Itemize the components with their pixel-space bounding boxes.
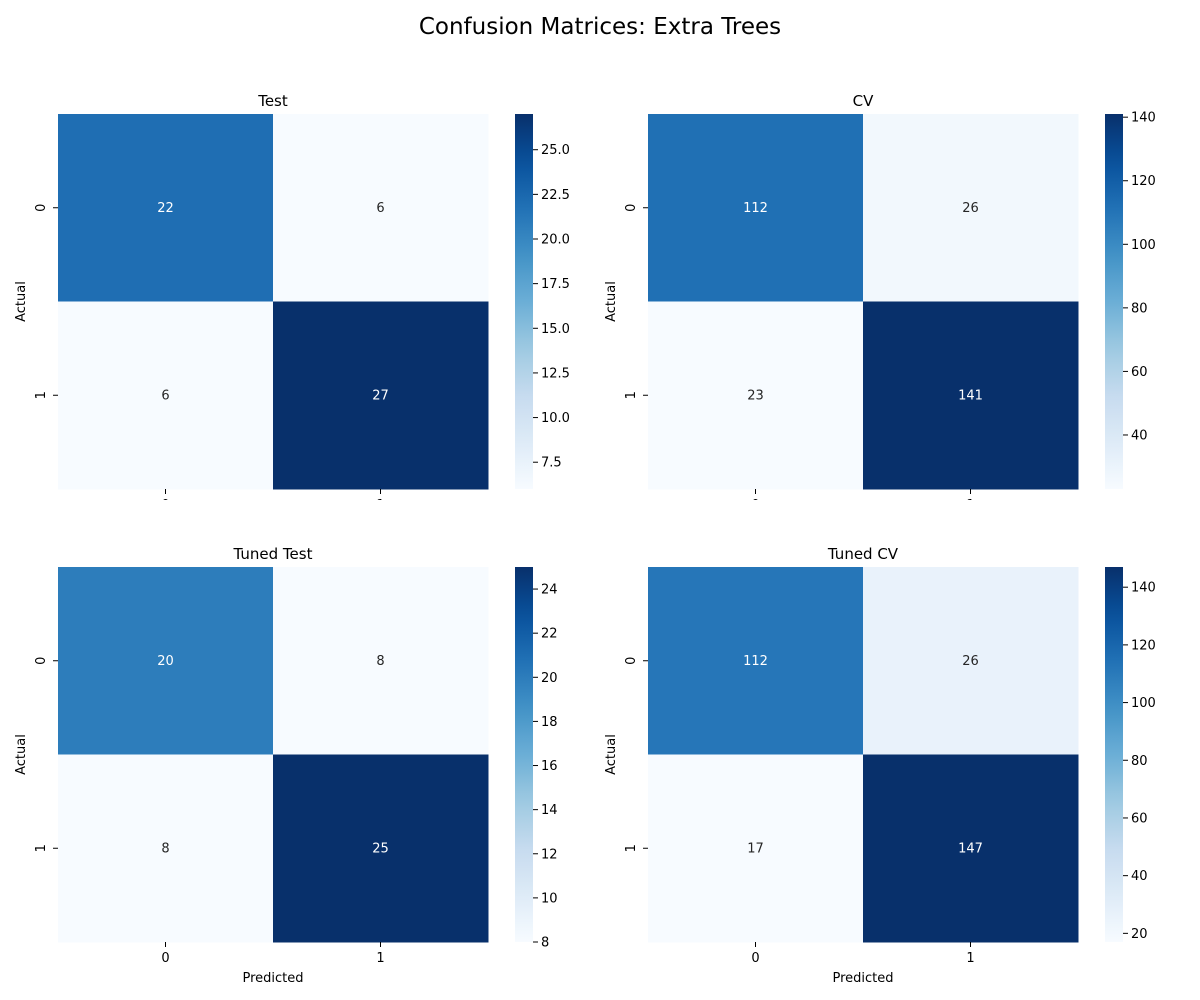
y-axis-label: Actual [14,281,29,322]
heatmap-cell [273,114,489,302]
cell-label: 23 [747,388,764,403]
colorbar-tick-label: 24 [541,583,558,598]
y-tick-label: 0 [34,204,49,212]
colorbar-tick-label: 7.5 [541,456,562,471]
cell-label: 112 [743,654,768,669]
colorbar-tick-label: 16 [541,759,558,774]
y-tick-label: 0 [624,657,639,665]
colorbar-tick-label: 8 [541,936,549,951]
colorbar-tick-label: 80 [1131,754,1148,769]
figure-title: Confusion Matrices: Extra Trees [418,14,782,40]
x-tick-label: 0 [751,951,759,966]
colorbar-tick-label: 140 [1131,581,1156,596]
x-tick-label: 0 [161,498,169,500]
colorbar [1105,114,1123,489]
cell-label: 6 [161,388,169,403]
colorbar-tick-label: 20 [1131,927,1148,942]
heatmap-cell [863,567,1079,755]
colorbar-tick-label: 100 [1131,238,1156,253]
colorbar-tick-label: 10.0 [541,411,570,426]
colorbar [1105,567,1123,942]
colorbar-tick-label: 120 [1131,174,1156,189]
colorbar-tick-label: 12 [541,847,558,862]
heatmap-cell [58,567,274,755]
cell-label: 8 [161,841,169,856]
x-tick-label: 1 [376,951,384,966]
colorbar-tick-label: 22 [541,627,558,642]
y-tick-label: 1 [34,844,49,852]
heatmap-cell [273,754,489,943]
colorbar-tick-label: 22.5 [541,188,570,203]
panel-title: Tuned Test [233,545,313,563]
y-tick-label: 0 [624,204,639,212]
cell-label: 8 [376,654,384,669]
x-tick-label: 0 [161,951,169,966]
x-tick-label: 1 [966,498,974,500]
x-axis-label: Predicted [832,971,893,986]
colorbar-tick-label: 60 [1131,365,1148,380]
heatmap-cell [58,754,274,943]
y-axis-label: Actual [604,281,619,322]
heatmap-cell [863,754,1079,943]
colorbar-tick-label: 80 [1131,301,1148,316]
x-axis-label: Predicted [242,971,303,986]
y-tick-label: 1 [624,391,639,399]
heatmap-cell [863,114,1079,302]
x-tick-label: 1 [966,951,974,966]
colorbar-tick-label: 25.0 [541,143,570,158]
colorbar-tick-label: 14 [541,803,558,818]
colorbar-tick-label: 18 [541,715,558,730]
heatmap-test: Test2266270101PredictedActual7.510.012.5… [14,92,570,500]
cell-label: 22 [157,201,174,216]
x-tick-label: 0 [751,498,759,500]
heatmap-tuned-cv: Tuned CV 112 26 17 147 0 1 0 1 Predicted Actual 20 4… [604,545,1156,986]
cell-label: 27 [372,388,389,403]
cell-label: 112 [743,201,768,216]
heatmap-cell [863,301,1079,490]
y-tick-label: 0 [34,657,49,665]
heatmap-cell [648,301,864,490]
cell-label: 26 [962,654,979,669]
colorbar-tick-label: 15.0 [541,322,570,337]
cell-label: 6 [376,201,384,216]
cell-label: 26 [962,201,979,216]
colorbar [515,567,533,942]
x-tick-label: 1 [376,498,384,500]
colorbar-tick-label: 140 [1131,111,1156,126]
cell-label: 141 [958,388,983,403]
heatmap-cell [273,301,489,490]
colorbar-tick-label: 40 [1131,428,1148,443]
y-tick-label: 1 [624,844,639,852]
colorbar-tick-label: 20 [541,671,558,686]
heatmap-cell [648,754,864,943]
cell-label: 20 [157,654,174,669]
cell-label: 17 [747,841,764,856]
colorbar-tick-label: 120 [1131,638,1156,653]
heatmap-cv: CV11226231410101PredictedActual406080100… [604,92,1156,500]
cell-label: 147 [958,841,983,856]
heatmap-cell [58,301,274,490]
y-axis-label: Actual [604,734,619,775]
heatmap-cell [648,567,864,755]
colorbar-tick-label: 12.5 [541,366,570,381]
heatmap-cell [273,567,489,755]
panel-title: Tuned CV [827,545,899,563]
colorbar-tick-label: 60 [1131,811,1148,826]
colorbar-tick-label: 17.5 [541,277,570,292]
cell-label: 25 [372,841,389,856]
colorbar [515,114,533,489]
heatmap-cell [648,114,864,302]
colorbar-tick-label: 10 [541,891,558,906]
colorbar-tick-label: 20.0 [541,233,570,248]
heatmap-cell [58,114,274,302]
colorbar-tick-label: 40 [1131,869,1148,884]
panel-title: Test [257,92,288,110]
panel-title: CV [853,92,874,110]
y-tick-label: 1 [34,391,49,399]
colorbar-tick-label: 100 [1131,696,1156,711]
y-axis-label: Actual [14,734,29,775]
